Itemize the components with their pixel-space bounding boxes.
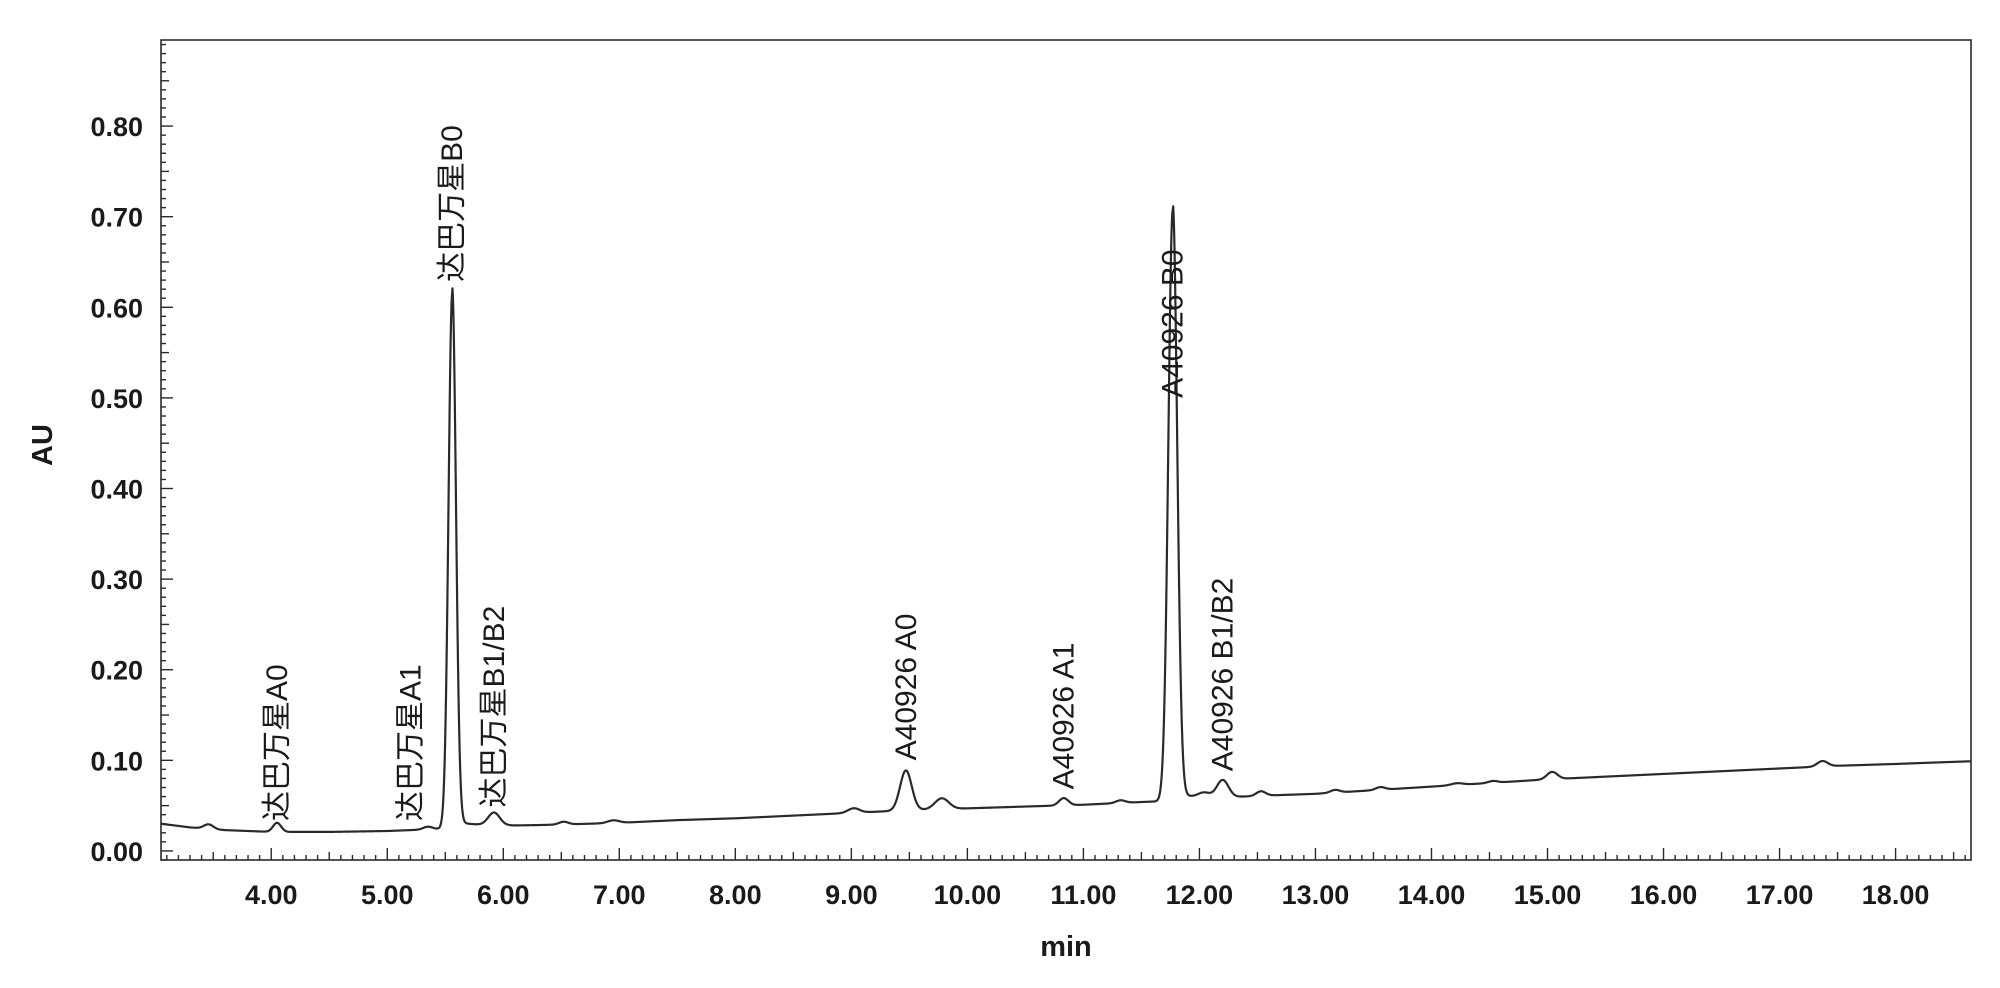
peak-annotation: 达巴万星B1/B2: [478, 606, 511, 808]
x-tick-label: 18.00: [1862, 880, 1930, 910]
y-tick-label: 0.60: [90, 293, 143, 323]
chromatogram-trace: [160, 205, 1972, 834]
peak-annotation: 达巴万星B0: [436, 125, 469, 282]
x-tick-label: 7.00: [593, 880, 646, 910]
y-tick-label: 0.30: [90, 565, 143, 595]
x-tick-label: 17.00: [1746, 880, 1814, 910]
x-tick-label: 4.00: [245, 880, 298, 910]
y-axis-label: AU: [27, 424, 59, 466]
peak-annotation: A40926 A1: [1048, 643, 1081, 790]
y-tick-label: 0.10: [90, 746, 143, 776]
peak-annotations: 达巴万星A0 达巴万星A1 达巴万星B0 达巴万星B1/B2 A40926 A0 A409…: [261, 125, 1240, 821]
y-tick-label: 0.00: [90, 837, 143, 867]
x-tick-label: 5.00: [361, 880, 414, 910]
y-tick-label: 0.50: [90, 384, 143, 414]
x-tick-label: 9.00: [825, 880, 878, 910]
x-tick-label: 13.00: [1282, 880, 1350, 910]
y-tick-label: 0.80: [90, 112, 143, 142]
x-tick-label: 16.00: [1630, 880, 1698, 910]
y-tick-label: 0.20: [90, 656, 143, 686]
x-axis-label: min: [1040, 931, 1092, 963]
peak-annotation: 达巴万星A1: [394, 664, 427, 821]
y-tick-label: 0.70: [90, 203, 143, 233]
x-tick-label: 15.00: [1514, 880, 1582, 910]
axis-ticks: 4.00 5.00 6.00 7.00 8.00 9.00 10.00 11.00 12.00 1…: [90, 43, 1966, 910]
peak-annotation: A40926 A0: [890, 614, 923, 761]
peak-annotation: A40926 B1/B2: [1207, 578, 1240, 772]
peak-annotation: A40926 B0: [1157, 249, 1190, 397]
x-tick-label: 12.00: [1166, 880, 1234, 910]
trace-layer: [160, 205, 1972, 834]
plot-frame: [160, 39, 1972, 861]
x-tick-label: 6.00: [477, 880, 530, 910]
x-tick-label: 10.00: [934, 880, 1002, 910]
x-tick-label: 14.00: [1398, 880, 1466, 910]
peak-annotation: 达巴万星A0: [261, 664, 294, 821]
x-tick-label: 11.00: [1050, 880, 1116, 910]
y-tick-label: 0.40: [90, 475, 143, 505]
x-tick-label: 8.00: [709, 880, 762, 910]
